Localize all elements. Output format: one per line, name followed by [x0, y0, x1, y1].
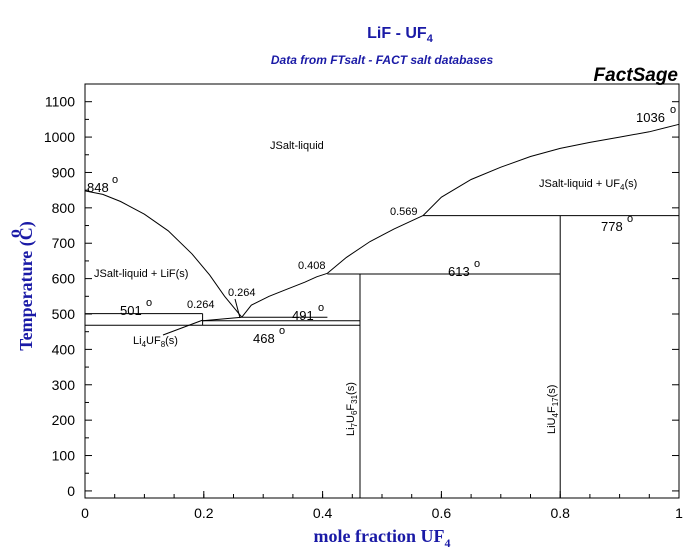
x-tick-label: 0 [81, 505, 89, 521]
y-tick-label: 500 [52, 306, 76, 322]
liu4f17-b: 4 [551, 412, 560, 417]
label-0264-upper: 0.264 [228, 287, 256, 299]
li7u6f31-a: Li [345, 427, 357, 436]
label-liquid: JSalt-liquid [270, 140, 324, 152]
y-tick-label: 700 [52, 235, 76, 251]
li7u6f31-e: F [345, 404, 357, 411]
label-491: 491 [292, 308, 314, 323]
phase-boundary-line-2 [327, 215, 424, 274]
phase-boundary-line-0 [84, 190, 243, 318]
y-tick-label: 400 [52, 341, 76, 357]
label-501: 501 [120, 303, 142, 318]
label-liquid-lif: JSalt-liquid + LiF(s) [94, 268, 188, 280]
phase-boundaries [84, 123, 680, 498]
y-tick-label: 600 [52, 271, 76, 287]
li4uf8-a: Li [133, 335, 142, 347]
chart-subtitle: Data from FTsalt - FACT salt databases [271, 53, 494, 67]
liu4f17-a: LiU [546, 417, 558, 434]
liu4f17-d: 17 [551, 397, 560, 406]
y-tick-label: 200 [52, 412, 76, 428]
x-axis-label-sub: 4 [444, 536, 450, 550]
degree-468: o [279, 325, 285, 337]
y-tick-label: 900 [52, 164, 76, 180]
x-tick-label: 0.2 [194, 505, 214, 521]
label-liquid-uf4-main: JSalt-liquid + UF [539, 178, 620, 190]
li4uf8-c: UF [146, 335, 161, 347]
brand-logo: FactSage [594, 65, 679, 86]
y-tick-label: 1100 [45, 94, 75, 110]
li7u6f31-b: 7 [350, 422, 359, 427]
label-778: 778 [601, 219, 623, 234]
degree-848: o [112, 174, 118, 186]
degree-501: o [146, 297, 152, 309]
x-tick-label: 0.4 [313, 505, 333, 521]
li4uf8-e: (s) [165, 335, 178, 347]
label-468: 468 [253, 331, 275, 346]
label-liu4f17: LiU4F17(s) [546, 385, 560, 434]
y-tick-label: 800 [52, 200, 76, 216]
x-tick-label: 1 [675, 505, 683, 521]
li4uf8-d: 8 [161, 340, 166, 349]
li7u6f31-f: 31 [350, 394, 359, 403]
x-axis-ticks: 0 0.2 0.4 0.6 0.8 1 [81, 491, 683, 521]
x-axis-label-main: mole fraction UF [314, 526, 445, 546]
leader-li4uf8 [162, 319, 204, 336]
label-848: 848 [87, 180, 109, 195]
phase-boundary-line-5 [202, 316, 242, 322]
liu4f17-e: (s) [546, 385, 558, 398]
degree-778: o [627, 213, 633, 225]
y-tick-label: 0 [67, 483, 75, 499]
degree-491: o [318, 302, 324, 314]
chart-title: LiF - UF4 [367, 25, 434, 45]
li4uf8-b: 4 [142, 340, 147, 349]
li7u6f31-c: U [345, 415, 357, 423]
y-axis-label: Temperature (C) [16, 221, 37, 350]
title-main: LiF - UF [367, 25, 427, 42]
y-axis-label-degree: o [4, 229, 24, 238]
label-liquid-uf4: JSalt-liquid + UF4(s) [539, 178, 637, 192]
leader-0264 [234, 298, 241, 319]
plot-frame [84, 83, 680, 499]
y-tick-label: 1000 [44, 129, 75, 145]
label-613: 613 [448, 264, 470, 279]
phase-boundary-line-3 [422, 123, 680, 216]
label-liquid-uf4-sub: 4 [620, 183, 625, 192]
liu4f17-c: F [546, 406, 558, 413]
label-0569: 0.569 [390, 206, 418, 218]
degree-613: o [474, 258, 480, 270]
title-sub: 4 [427, 33, 434, 45]
degree-1036: o [670, 104, 676, 116]
label-0408: 0.408 [298, 260, 326, 272]
li7u6f31-g: (s) [345, 382, 357, 395]
x-tick-label: 0.8 [550, 505, 570, 521]
phase-boundary-line-1 [241, 272, 328, 318]
li7u6f31-d: 6 [350, 410, 359, 415]
x-tick-label: 0.6 [432, 505, 452, 521]
y-tick-label: 300 [52, 377, 76, 393]
y-axis-ticks: 0 100 200 300 400 500 600 700 800 900 1000 1100 [44, 94, 679, 499]
label-li4uf8: Li4UF8(s) [133, 335, 178, 349]
label-li7u6f31: Li7U6F31(s) [345, 382, 359, 436]
y-tick-label: 100 [52, 448, 76, 464]
label-liquid-uf4-tail: (s) [624, 178, 637, 190]
label-0264-lower: 0.264 [187, 299, 215, 311]
x-axis-label: mole fraction UF4 [314, 526, 451, 550]
label-1036: 1036 [636, 110, 665, 125]
